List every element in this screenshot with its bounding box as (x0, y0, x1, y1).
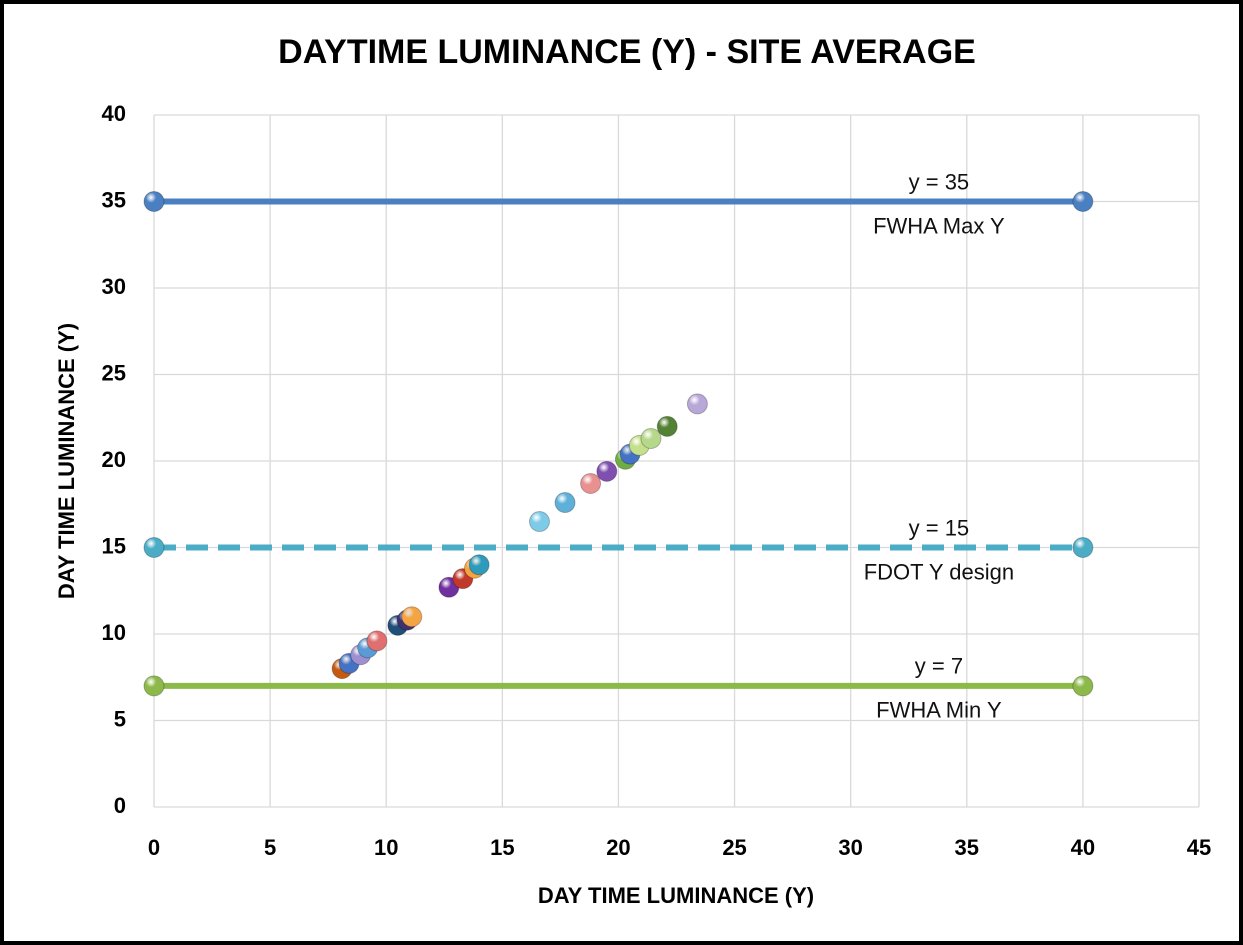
chart-title: DAYTIME LUMINANCE (Y) - SITE AVERAGE (278, 33, 976, 71)
x-tick-label: 10 (374, 835, 398, 860)
marker (143, 675, 165, 697)
y-tick-label: 5 (114, 706, 126, 731)
marker (1072, 675, 1094, 697)
x-tick-label: 30 (838, 835, 862, 860)
marker (401, 606, 423, 628)
y-tick-label: 30 (102, 274, 126, 299)
line-annotation: y = 35 (909, 169, 970, 194)
x-axis-label: DAY TIME LUMINANCE (Y) (538, 883, 814, 908)
marker (580, 472, 602, 494)
marker (468, 554, 490, 576)
y-tick-label: 10 (102, 620, 126, 645)
marker (143, 191, 165, 212)
line-annotation: y = 15 (909, 515, 970, 540)
x-tick-label: 15 (490, 835, 514, 860)
y-tick-label: 35 (102, 187, 126, 212)
y-tick-label: 15 (102, 533, 126, 558)
x-tick-label: 35 (955, 835, 979, 860)
x-tick-label: 5 (264, 835, 276, 860)
y-axis-label: DAY TIME LUMINANCE (Y) (54, 323, 79, 599)
x-tick-label: 45 (1187, 835, 1211, 860)
y-tick-label: 40 (102, 101, 126, 126)
marker (554, 492, 576, 514)
marker (1072, 191, 1094, 212)
marker (656, 415, 678, 437)
x-tick-label: 40 (1071, 835, 1095, 860)
x-tick-label: 20 (606, 835, 630, 860)
x-tick-label: 25 (722, 835, 746, 860)
marker (528, 511, 550, 533)
line-annotation: y = 7 (915, 654, 963, 679)
line-annotation: FWHA Max Y (873, 213, 1005, 238)
y-tick-label: 25 (102, 360, 126, 385)
y-tick-label: 0 (114, 793, 126, 818)
marker (596, 460, 618, 482)
marker (640, 428, 662, 450)
line-annotation: FDOT Y design (864, 559, 1014, 584)
y-tick-label: 20 (102, 447, 126, 472)
x-tick-label: 0 (148, 835, 160, 860)
line-annotation: FWHA Min Y (876, 698, 1002, 723)
marker (686, 393, 708, 415)
marker (366, 630, 388, 652)
marker (1072, 537, 1094, 558)
marker (143, 537, 165, 558)
